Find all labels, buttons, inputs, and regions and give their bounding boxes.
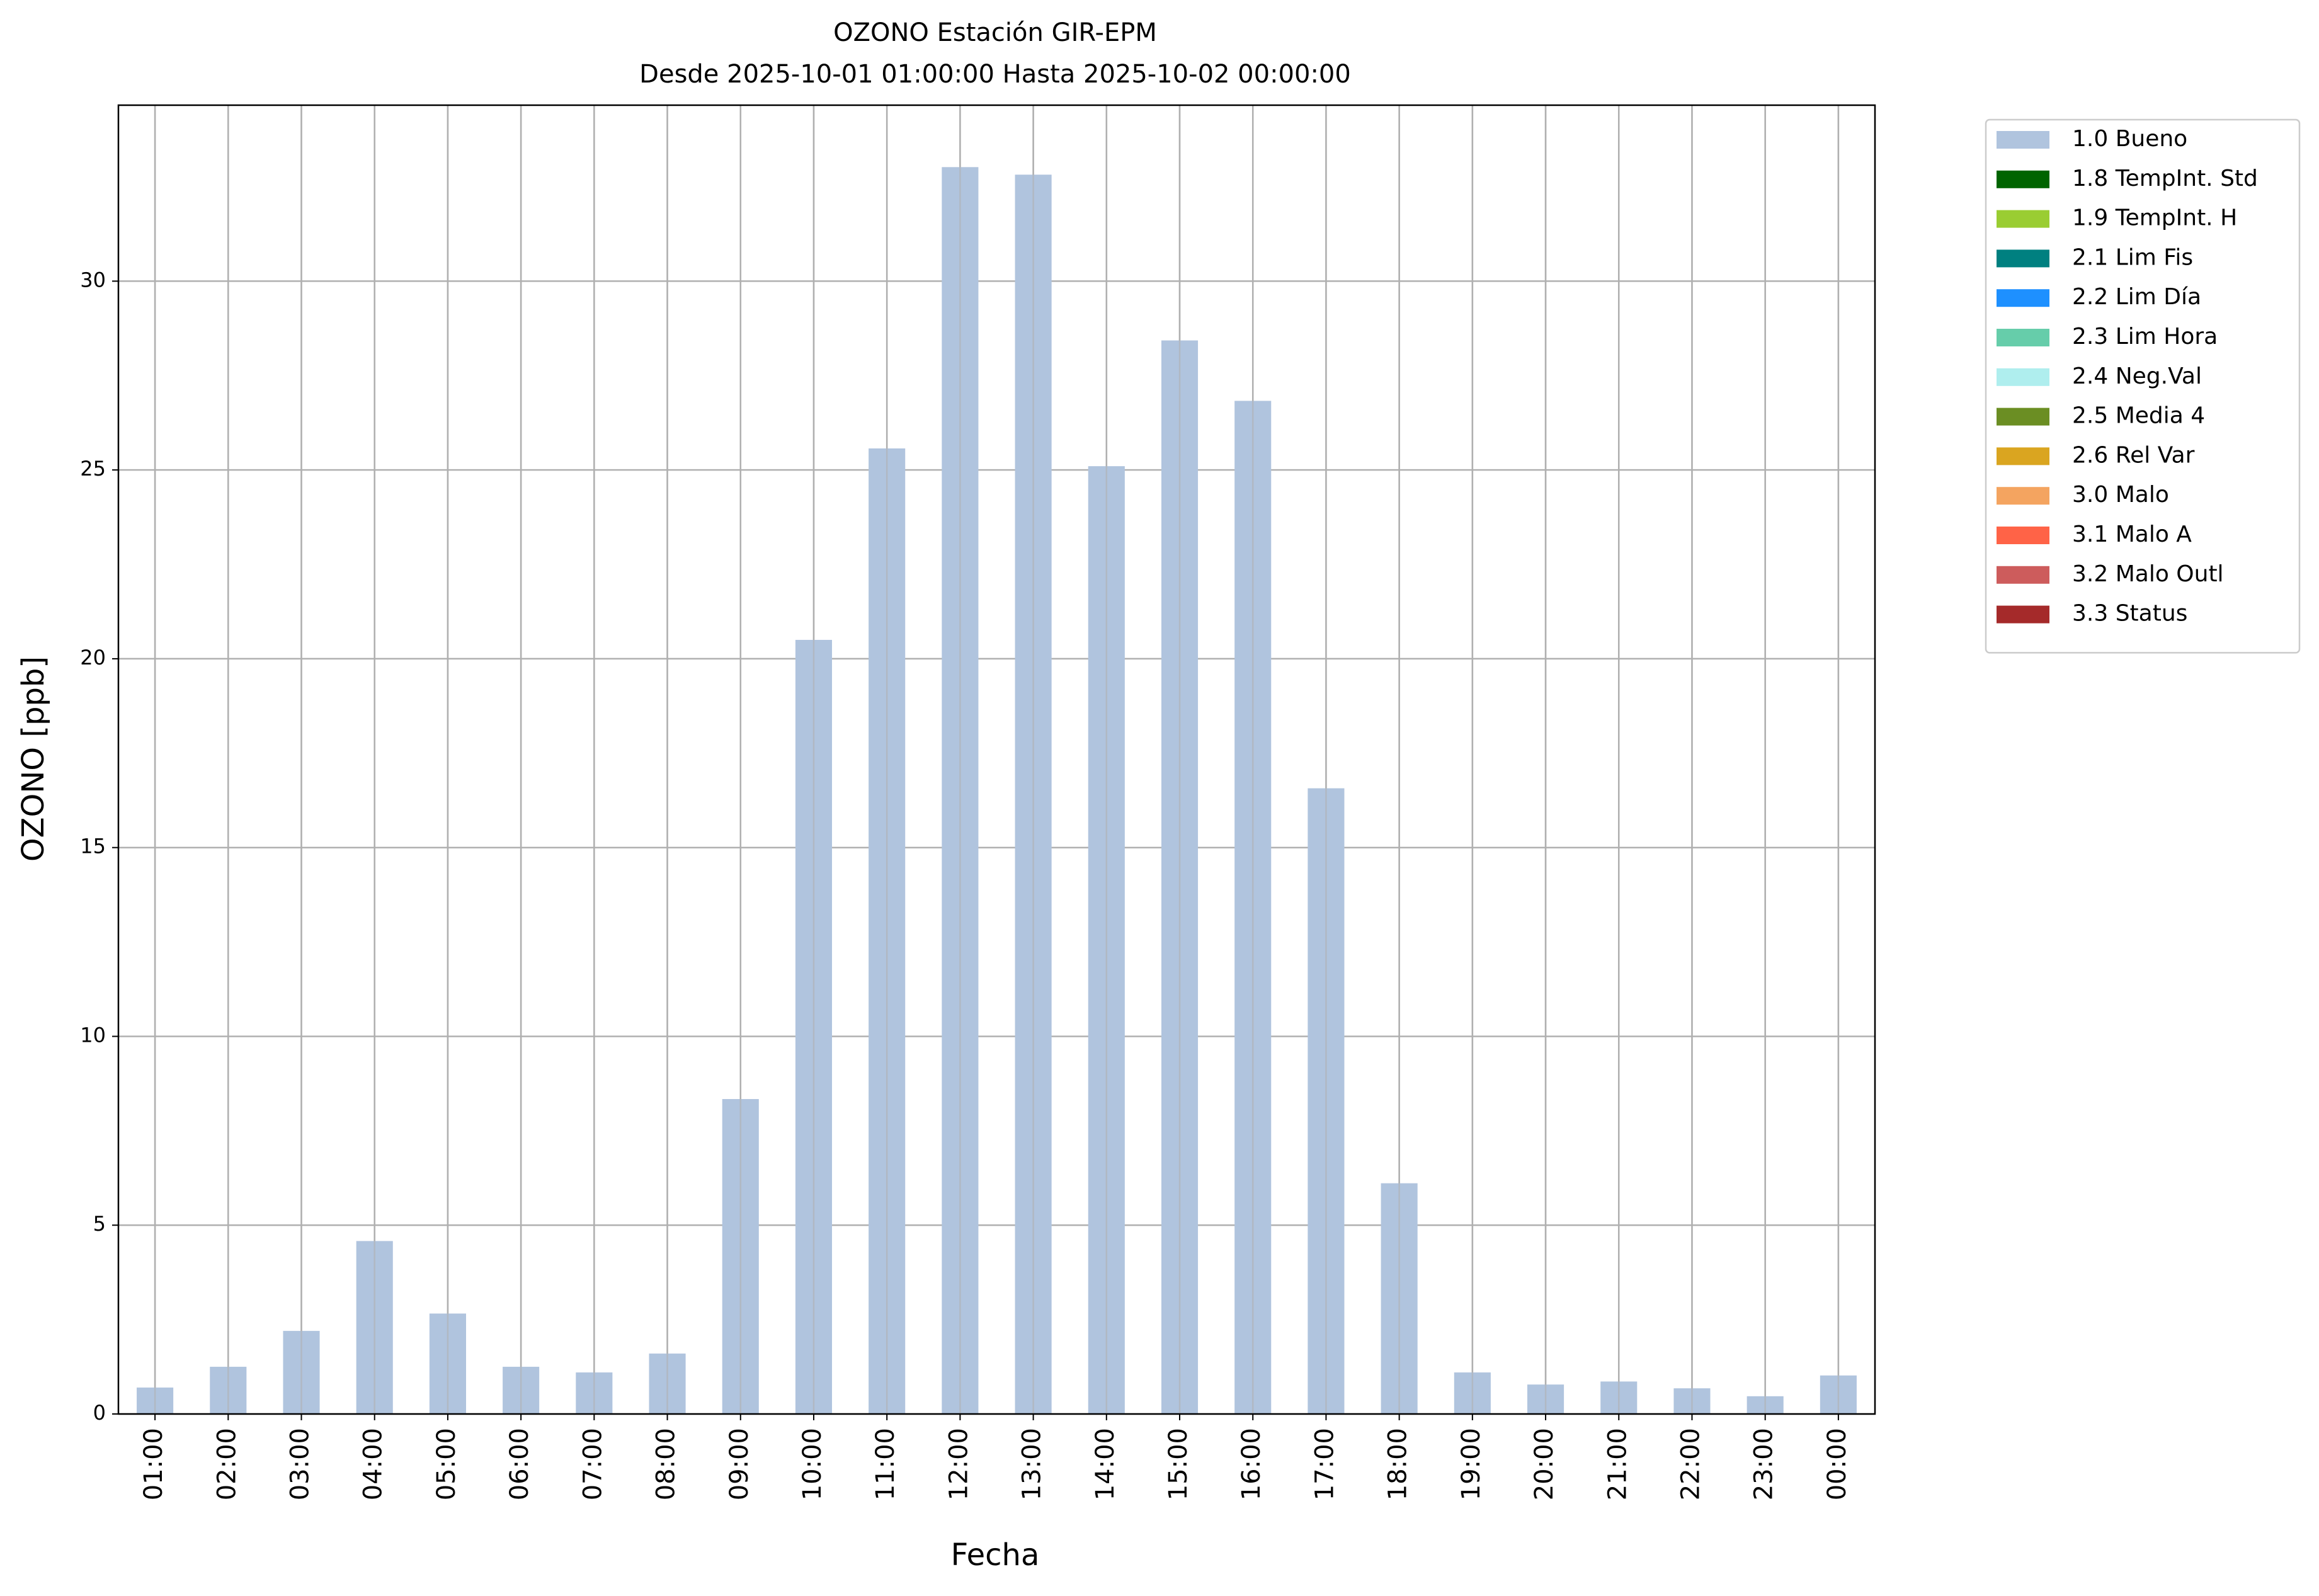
x-tick-label: 05:00	[432, 1428, 461, 1500]
legend-swatch	[1997, 210, 2049, 228]
legend-label: 3.0 Malo	[2072, 482, 2169, 508]
x-tick-label: 02:00	[212, 1428, 241, 1500]
x-tick-label: 06:00	[505, 1428, 534, 1500]
plot-frame	[117, 104, 1876, 1415]
y-axis-label: OZONO [ppb]	[16, 656, 51, 862]
legend-swatch	[1997, 368, 2049, 386]
x-tick-label: 01:00	[139, 1428, 168, 1500]
legend-label: 3.2 Malo Outl	[2072, 561, 2224, 587]
legend-swatch	[1997, 487, 2049, 505]
x-tick-label: 00:00	[1823, 1428, 1852, 1500]
legend-label: 3.3 Status	[2072, 601, 2187, 627]
y-tick-label: 10	[80, 1023, 106, 1047]
y-tick-label: 30	[80, 268, 106, 292]
legend-label: 1.8 TempInt. Std	[2072, 166, 2258, 191]
y-tick-label: 0	[93, 1401, 106, 1425]
x-tick-label: 07:00	[578, 1428, 607, 1500]
y-tick-label: 25	[80, 457, 106, 481]
x-tick-label: 10:00	[798, 1428, 827, 1500]
chart-subtitle: Desde 2025-10-01 01:00:00 Hasta 2025-10-…	[639, 60, 1351, 89]
legend-swatch	[1997, 447, 2049, 465]
legend-swatch	[1997, 408, 2049, 426]
x-tick-label: 13:00	[1018, 1428, 1047, 1500]
legend-label: 2.3 Lim Hora	[2072, 324, 2218, 350]
legend-swatch	[1997, 527, 2049, 544]
x-tick-label: 14:00	[1091, 1428, 1120, 1500]
legend-label: 3.1 Malo A	[2072, 522, 2192, 547]
legend-swatch	[1997, 566, 2049, 584]
legend-swatch	[1997, 170, 2049, 188]
legend-swatch	[1997, 131, 2049, 149]
x-tick-label: 21:00	[1603, 1428, 1632, 1500]
x-tick-label: 19:00	[1457, 1428, 1486, 1500]
legend-label: 2.6 Rel Var	[2072, 442, 2195, 468]
legend-swatch	[1997, 329, 2049, 346]
x-tick-label: 18:00	[1384, 1428, 1413, 1500]
legend-swatch	[1997, 289, 2049, 307]
legend-swatch	[1997, 605, 2049, 624]
x-tick-label: 12:00	[944, 1428, 973, 1500]
x-tick-label: 22:00	[1676, 1428, 1705, 1500]
legend-label: 2.2 Lim Día	[2072, 284, 2201, 310]
legend-label: 1.0 Bueno	[2072, 126, 2187, 152]
x-tick-label: 11:00	[871, 1428, 900, 1500]
y-tick-label: 5	[93, 1212, 106, 1236]
x-tick-label: 23:00	[1750, 1428, 1779, 1500]
x-tick-label: 08:00	[652, 1428, 681, 1500]
x-axis-label: Fecha	[951, 1537, 1040, 1573]
legend-label: 2.5 Media 4	[2072, 403, 2205, 429]
x-tick-label: 20:00	[1530, 1428, 1559, 1500]
y-tick-label: 20	[80, 646, 106, 670]
legend-label: 1.9 TempInt. H	[2072, 205, 2237, 231]
legend-box	[1985, 118, 2301, 654]
legend-label: 2.4 Neg.Val	[2072, 363, 2202, 389]
legend-swatch	[1997, 249, 2049, 268]
x-tick-label: 04:00	[359, 1428, 388, 1500]
y-tick-label: 15	[80, 835, 106, 858]
legend-label: 2.1 Lim Fis	[2072, 244, 2193, 270]
x-tick-label: 15:00	[1164, 1428, 1193, 1500]
x-tick-label: 03:00	[286, 1428, 315, 1500]
x-tick-label: 09:00	[725, 1428, 754, 1500]
x-tick-label: 16:00	[1237, 1428, 1266, 1500]
x-tick-label: 17:00	[1310, 1428, 1339, 1500]
chart-title: OZONO Estación GIR-EPM	[833, 18, 1157, 47]
